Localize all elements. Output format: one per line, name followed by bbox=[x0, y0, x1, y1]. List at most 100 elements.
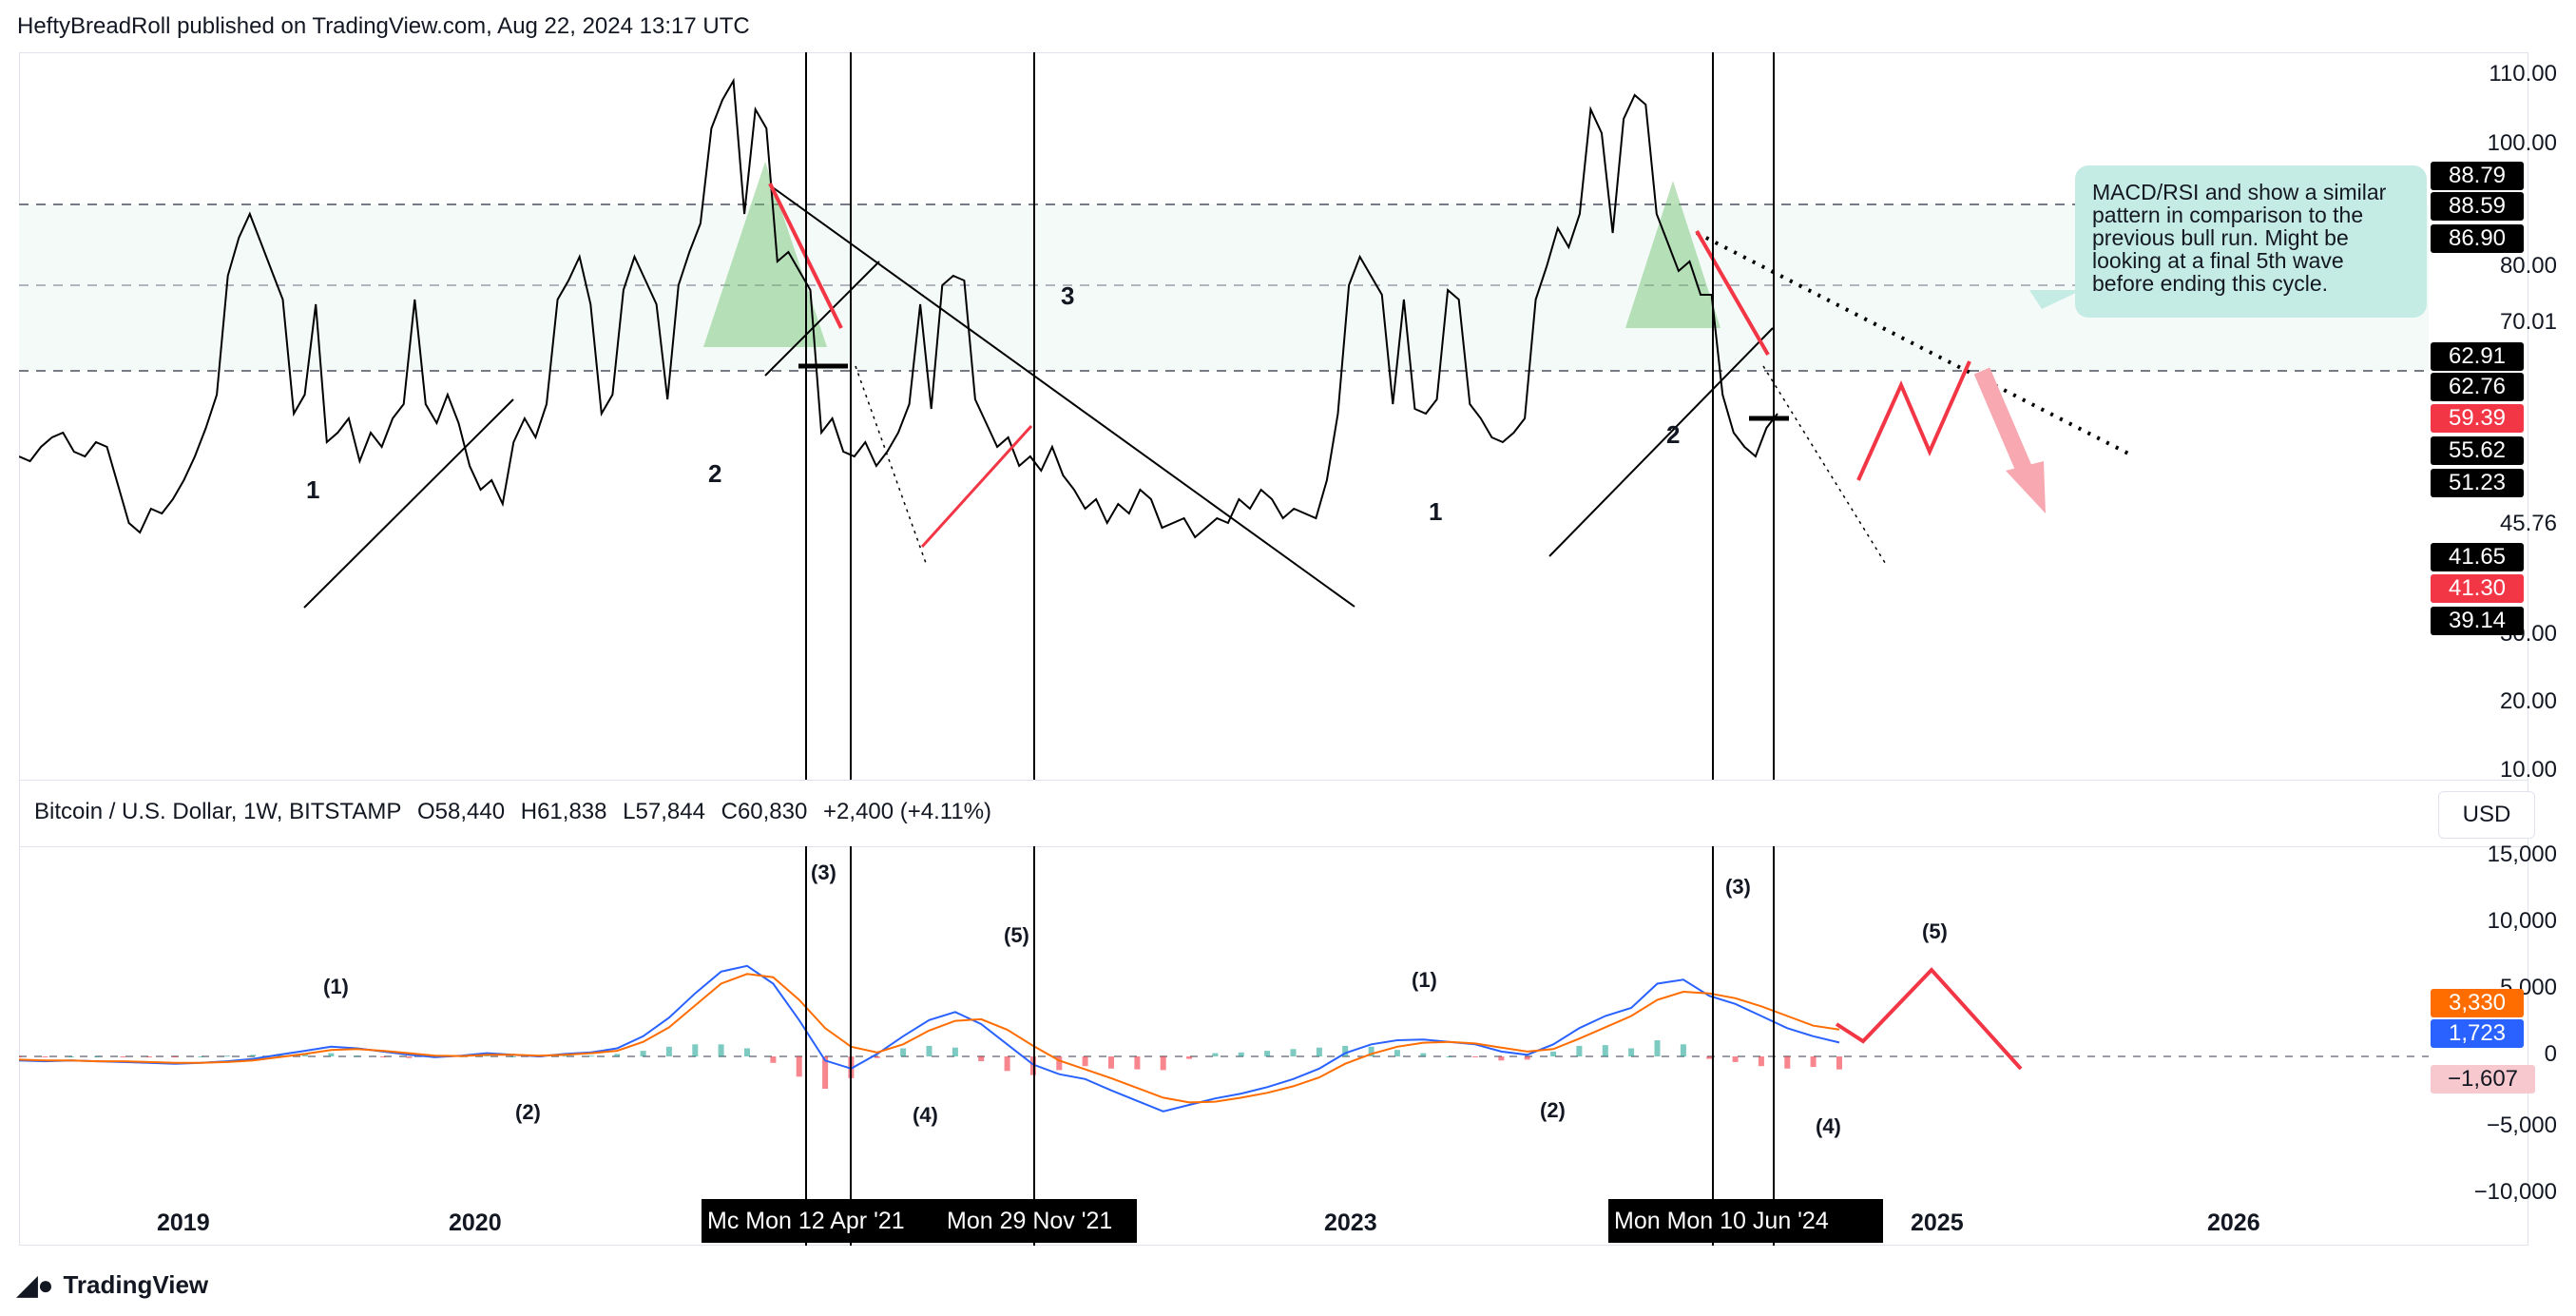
macd-label-5a: (5) bbox=[1004, 923, 1029, 947]
histogram-bar bbox=[198, 1056, 204, 1057]
histogram-bar bbox=[1602, 1045, 1608, 1056]
histogram-bar bbox=[770, 1056, 777, 1063]
price-pane[interactable] bbox=[19, 52, 2429, 780]
histogram-bar bbox=[1029, 1056, 1036, 1075]
histogram-bar bbox=[19, 1056, 22, 1057]
x-tick-2026: 2026 bbox=[2207, 1210, 2260, 1236]
currency-button[interactable]: USD bbox=[2438, 791, 2535, 839]
callout-pointer bbox=[2029, 290, 2082, 309]
tradingview-logo[interactable]: ◢● TradingView bbox=[17, 1269, 208, 1301]
x-tick-2025: 2025 bbox=[1911, 1210, 1964, 1236]
histogram-bar bbox=[509, 1056, 516, 1057]
histogram-bar bbox=[1680, 1044, 1686, 1057]
histogram-bar bbox=[94, 1056, 101, 1057]
macd-label-3a: (3) bbox=[811, 861, 836, 884]
histogram-bar bbox=[1576, 1045, 1583, 1056]
macd-red-projection bbox=[1835, 967, 2023, 1071]
histogram-bar bbox=[952, 1047, 958, 1056]
legend-close: C60,830 bbox=[721, 799, 808, 824]
legend-open: O58,440 bbox=[417, 799, 506, 824]
histogram-bar bbox=[1160, 1056, 1166, 1071]
histogram-bar bbox=[1446, 1056, 1452, 1057]
macd-pane[interactable] bbox=[19, 846, 2429, 1246]
histogram-bar bbox=[587, 1055, 594, 1057]
red-recovery-left bbox=[920, 424, 1033, 549]
pink-arrow-shaft bbox=[1973, 367, 2033, 474]
annotation-callout[interactable]: MACD/RSI and show a similar pattern in c… bbox=[2075, 165, 2427, 318]
histogram-bar bbox=[67, 1056, 74, 1057]
price-badge: 41.65 bbox=[2431, 543, 2524, 571]
histogram-bar bbox=[640, 1051, 646, 1056]
wave-label-3a: 3 bbox=[1061, 281, 1075, 310]
pane-separator bbox=[19, 780, 2528, 781]
footer-brand: TradingView bbox=[63, 1270, 209, 1299]
histogram-bar bbox=[1420, 1053, 1427, 1056]
histogram-bar bbox=[1784, 1056, 1791, 1069]
histogram-bar bbox=[1212, 1053, 1219, 1056]
histogram-bar bbox=[354, 1055, 360, 1057]
macd-tick-15000: 15,000 bbox=[2487, 842, 2557, 867]
histogram-bar bbox=[250, 1055, 257, 1056]
red-decline-right bbox=[1695, 230, 1770, 356]
wave-label-2b: 2 bbox=[1666, 420, 1681, 449]
price-badge: 59.39 bbox=[2431, 404, 2524, 433]
histogram-bar bbox=[1810, 1056, 1817, 1068]
histogram-bar bbox=[1732, 1056, 1739, 1062]
price-badge: 51.23 bbox=[2431, 469, 2524, 497]
macd-badge: −1,607 bbox=[2431, 1065, 2535, 1093]
macd-badge: 3,330 bbox=[2431, 989, 2524, 1017]
histogram-bar bbox=[1628, 1048, 1635, 1056]
histogram-bar bbox=[822, 1056, 829, 1089]
histogram-bar bbox=[562, 1055, 568, 1057]
macd-label-4b: (4) bbox=[1816, 1114, 1841, 1138]
histogram-bar bbox=[42, 1056, 48, 1057]
price-tick-100: 100.00 bbox=[2487, 130, 2557, 156]
price-tick-80: 80.00 bbox=[2499, 253, 2557, 279]
histogram-bar bbox=[120, 1056, 126, 1057]
macd-badge: 1,723 bbox=[2431, 1019, 2524, 1048]
histogram-bar bbox=[1186, 1056, 1193, 1059]
trendline-cross bbox=[764, 261, 880, 377]
macd-tick-neg10000: −10,000 bbox=[2473, 1179, 2557, 1205]
tv-logo-icon: ◢● bbox=[17, 1270, 54, 1300]
publisher-header: HeftyBreadRoll published on TradingView.… bbox=[17, 13, 750, 39]
histogram-bar bbox=[614, 1054, 621, 1056]
legend-symbol: Bitcoin / U.S. Dollar, 1W, BITSTAMP bbox=[34, 799, 402, 824]
price-tick-110: 110.00 bbox=[2489, 61, 2557, 87]
histogram-bar bbox=[1758, 1056, 1764, 1067]
histogram-bar bbox=[1498, 1056, 1505, 1061]
histogram-bar bbox=[1134, 1056, 1141, 1070]
dotted-trendline-right bbox=[1696, 231, 2135, 458]
price-badge: 86.90 bbox=[2431, 224, 2524, 253]
histogram-bar bbox=[1836, 1056, 1842, 1070]
histogram-bar bbox=[1238, 1052, 1244, 1057]
histogram-bar bbox=[900, 1048, 907, 1056]
histogram-bar bbox=[926, 1045, 932, 1056]
histogram-bar bbox=[1524, 1056, 1530, 1060]
symbol-legend[interactable]: Bitcoin / U.S. Dollar, 1W, BITSTAMP O58,… bbox=[34, 799, 1001, 825]
x-date-box-2: Mon 29 Nov '21 bbox=[941, 1199, 1137, 1243]
macd-line bbox=[19, 964, 1840, 1113]
legend-low: L57,844 bbox=[623, 799, 705, 824]
histogram-bar bbox=[744, 1048, 750, 1056]
macd-label-5b: (5) bbox=[1922, 919, 1948, 943]
macd-tick-neg5000: −5,000 bbox=[2486, 1113, 2557, 1138]
price-tick-10: 10.00 bbox=[2499, 757, 2557, 783]
price-tick-70: 70.01 bbox=[2499, 309, 2557, 335]
histogram-bar bbox=[145, 1056, 152, 1057]
macd-tick-10000: 10,000 bbox=[2487, 908, 2557, 934]
trendline-down-left bbox=[769, 184, 1355, 608]
histogram-bar bbox=[1290, 1049, 1297, 1056]
macd-label-3b: (3) bbox=[1725, 875, 1751, 899]
peak-fill bbox=[703, 162, 827, 347]
histogram-bar bbox=[1368, 1046, 1375, 1056]
legend-high: H61,838 bbox=[520, 799, 607, 824]
histogram-bar bbox=[1316, 1047, 1322, 1056]
histogram-bar bbox=[665, 1046, 672, 1056]
macd-label-2a: (2) bbox=[515, 1100, 541, 1124]
x-date-box-3: Mon Mon 10 Jun '24 bbox=[1608, 1199, 1883, 1243]
histogram-bar bbox=[978, 1056, 985, 1062]
histogram-bar bbox=[1472, 1056, 1478, 1057]
red-projection-zigzag bbox=[1856, 360, 1971, 481]
histogram-bar bbox=[1706, 1056, 1713, 1059]
